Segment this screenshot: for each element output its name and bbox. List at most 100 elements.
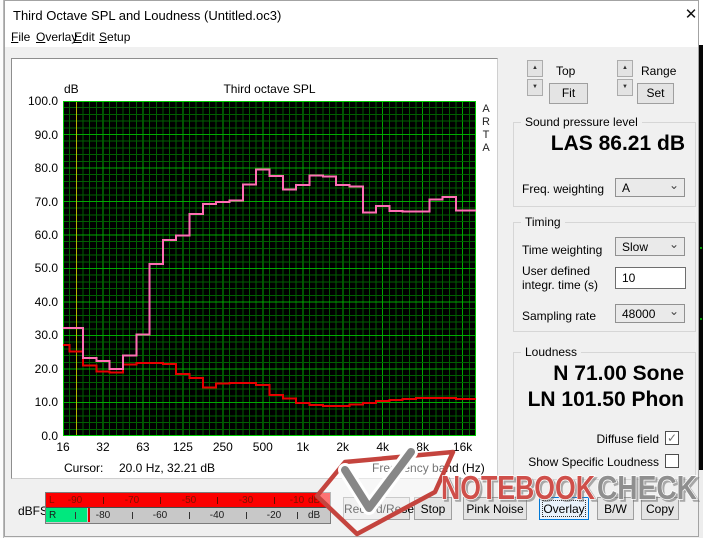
menu-bar: File Overlay Edit Setup — [5, 28, 698, 47]
set-button[interactable]: Set — [637, 83, 674, 104]
background-window-edge-left — [0, 0, 4, 538]
y-tick-label: 30.0 — [34, 328, 58, 343]
fit-button[interactable]: Fit — [549, 83, 588, 104]
timing-group-title: Timing — [521, 215, 565, 229]
loudness-group-title: Loudness — [521, 345, 582, 359]
x-tick-label: 2k — [336, 440, 350, 454]
series-line — [63, 168, 476, 370]
freq-weighting-select[interactable]: A ⌄ — [615, 178, 685, 197]
input-level-meter: L -90 -70 -50 -30 -10 dB R -80 -60 -40 -20 dB — [45, 492, 331, 524]
spin-down-icon: ▼ — [622, 84, 628, 90]
background-window-edge-right — [699, 45, 703, 470]
x-tick-label: 8k — [416, 440, 429, 454]
timing-group: Timing — [513, 215, 696, 332]
x-tick-label: 16 — [56, 440, 70, 454]
time-weighting-select[interactable]: Slow ⌄ — [615, 237, 685, 256]
spl-value: LAS 86.21 dB — [550, 132, 685, 155]
y-tick-label: 10.0 — [34, 395, 58, 410]
cursor-label: Cursor: — [64, 461, 104, 475]
meter-scale-label: -30 — [238, 495, 254, 506]
level-meter-left-channel: L -90 -70 -50 -30 -10 dB — [46, 493, 330, 508]
menu-edit[interactable]: Edit — [74, 30, 95, 44]
time-weighting-label: Time weighting — [522, 243, 603, 257]
show-specific-loudness-label: Show Specific Loudness — [528, 455, 659, 469]
integr-time-label-line1: User defined — [522, 264, 591, 278]
integr-time-input[interactable] — [615, 267, 686, 289]
y-tick-label: 50.0 — [34, 261, 58, 276]
meter-tick — [274, 497, 275, 504]
right-peak-indicator — [88, 508, 90, 522]
y-tick-label: 40.0 — [34, 294, 58, 309]
meter-tick — [132, 512, 133, 519]
loudness-phon-value: LN 101.50 Phon — [527, 388, 684, 411]
menu-overlay[interactable]: Overlay — [36, 30, 78, 44]
diffuse-field-checkbox[interactable]: ✓ — [665, 431, 679, 445]
meter-tick — [246, 512, 247, 519]
loudness-sone-value: N 71.00 Sone — [553, 362, 684, 385]
sampling-rate-select[interactable]: 48000 ⌄ — [615, 304, 685, 323]
x-tick-label: 500 — [252, 440, 273, 454]
meter-scale-label: dB — [308, 495, 321, 506]
meter-tick — [103, 497, 104, 504]
time-weighting-value: Slow — [622, 240, 649, 254]
top-spin-down-button[interactable]: ▼ — [527, 79, 543, 96]
meter-scale-label: -20 — [266, 510, 282, 521]
chevron-down-icon: ⌄ — [668, 178, 679, 192]
y-axis-unit-label: dB — [64, 82, 79, 96]
meter-tick — [217, 497, 218, 504]
background-grid-speck — [700, 318, 702, 320]
freq-weighting-label: Freq. weighting — [522, 182, 605, 196]
spin-up-icon: ▲ — [532, 65, 538, 71]
bw-button[interactable]: B/W — [597, 497, 634, 520]
meter-scale-label: L — [49, 495, 55, 506]
meter-scale-label: dB — [308, 510, 321, 521]
show-specific-loudness-checkbox[interactable] — [665, 454, 679, 468]
menu-setup[interactable]: Setup — [99, 30, 131, 44]
x-tick-label: 1k — [296, 440, 310, 454]
pink-noise-button[interactable]: Pink Noise — [463, 497, 527, 520]
background-grid-speck — [700, 247, 702, 249]
level-meter-right-channel: R -80 -60 -40 -20 dB — [46, 508, 330, 522]
range-spin-up-button[interactable]: ▲ — [617, 60, 633, 77]
integr-time-label-line2: integr. time (s) — [522, 278, 599, 292]
top-spin-up-button[interactable]: ▲ — [527, 60, 543, 77]
spl-plot[interactable] — [63, 101, 476, 436]
y-tick-label: 60.0 — [34, 228, 58, 242]
copy-button[interactable]: Copy — [641, 497, 679, 520]
chart-title: Third octave SPL — [223, 82, 316, 96]
menu-file[interactable]: File — [11, 30, 31, 44]
y-tick-label: 100.0 — [27, 94, 58, 109]
meter-tick — [189, 512, 190, 519]
meter-scale-label: -50 — [181, 495, 197, 506]
spin-down-icon: ▼ — [532, 84, 538, 90]
diffuse-field-label: Diffuse field — [596, 432, 659, 446]
window-title: Third Octave SPL and Loudness (Untitled.… — [13, 8, 282, 23]
title-bar[interactable]: Third Octave SPL and Loudness (Untitled.… — [5, 1, 698, 28]
range-label: Range — [641, 64, 677, 78]
range-spin-down-button[interactable]: ▼ — [617, 79, 633, 96]
freq-weighting-value: A — [622, 181, 631, 195]
meter-tick — [160, 497, 161, 504]
overlay-button[interactable]: Overlay — [539, 497, 589, 520]
meter-scale-label: R — [49, 510, 57, 521]
sampling-rate-value: 48000 — [622, 307, 656, 321]
record-reset-button[interactable]: Record/Reset — [343, 497, 417, 520]
stop-button[interactable]: Stop — [414, 497, 452, 520]
close-icon[interactable]: ✕ — [684, 6, 698, 23]
meter-scale-label: -60 — [152, 510, 168, 521]
x-axis-title: Frequency band (Hz) — [372, 461, 485, 475]
meter-tick — [297, 512, 298, 519]
x-tick-label: 4k — [376, 440, 390, 454]
y-tick-label: 70.0 — [34, 194, 58, 209]
y-tick-label: 0.0 — [41, 428, 58, 443]
meter-scale-label: -70 — [124, 495, 140, 506]
meter-scale-label: -10 — [289, 495, 305, 506]
x-tick-label: 32 — [96, 440, 110, 454]
y-tick-label: 20.0 — [34, 361, 58, 376]
check-icon: ✓ — [666, 431, 678, 445]
spl-group-title: Sound pressure level — [521, 115, 642, 129]
x-tick-label: 16k — [452, 440, 473, 454]
chevron-down-icon: ⌄ — [668, 304, 679, 318]
meter-scale-label: -80 — [95, 510, 111, 521]
